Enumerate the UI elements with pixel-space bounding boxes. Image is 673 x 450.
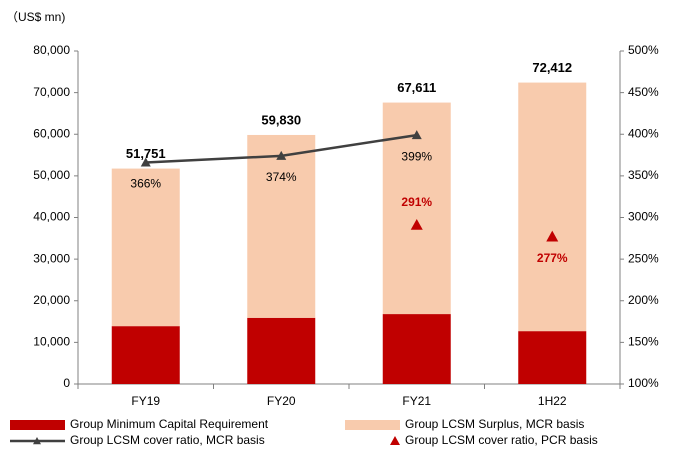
y2-tick-label: 500% [628,43,659,57]
x-tick-label: FY20 [267,394,296,408]
line-marker [140,157,151,167]
y2-tick-label: 100% [628,376,659,390]
y-tick-label: 10,000 [33,335,70,349]
bar [247,317,316,384]
x-tick-label: FY19 [131,394,160,408]
legend-marker [390,436,400,445]
y-tick-label: 60,000 [33,126,70,140]
line-marker [411,130,422,140]
legend-marker [33,437,41,445]
legend-swatch [345,420,400,430]
y2-tick-label: 150% [628,335,659,349]
pcr-marker [410,218,423,230]
bar [518,82,587,332]
total-label: 67,611 [397,80,436,95]
bar [111,326,180,384]
y2-tick-label: 400% [628,126,659,140]
y2-tick-label: 300% [628,210,659,224]
total-label: 51,751 [126,146,166,161]
line-marker [276,150,287,160]
total-label: 72,412 [532,60,572,75]
bar [247,134,316,318]
pcr-label: 291% [401,195,432,209]
pcr-label: 277% [537,251,568,265]
ratio-label: 399% [401,149,432,163]
bar [111,168,180,327]
y-tick-label: 30,000 [33,251,70,265]
legend-label: Group LCSM cover ratio, MCR basis [70,433,265,447]
bar [518,331,587,384]
y-tick-label: 20,000 [33,293,70,307]
y2-tick-label: 200% [628,293,659,307]
y2-tick-label: 250% [628,251,659,265]
y2-tick-label: 450% [628,85,659,99]
bar [382,314,451,384]
pcr-marker [546,230,559,242]
legend-label: Group Minimum Capital Requirement [70,417,269,431]
legend-swatch [10,420,65,430]
unit-label: （US$ mn) [6,10,65,24]
x-tick-label: 1H22 [538,394,567,408]
legend-label: Group LCSM Surplus, MCR basis [405,417,584,431]
x-tick-label: FY21 [402,394,431,408]
y-tick-label: 40,000 [33,210,70,224]
y-tick-label: 80,000 [33,43,70,57]
y-tick-label: 70,000 [33,85,70,99]
ratio-label: 374% [266,170,297,184]
ratio-label: 366% [130,177,161,191]
legend-label: Group LCSM cover ratio, PCR basis [405,433,598,447]
y2-tick-label: 350% [628,168,659,182]
y-tick-label: 0 [63,376,70,390]
total-label: 59,830 [261,112,301,127]
y-tick-label: 50,000 [33,168,70,182]
